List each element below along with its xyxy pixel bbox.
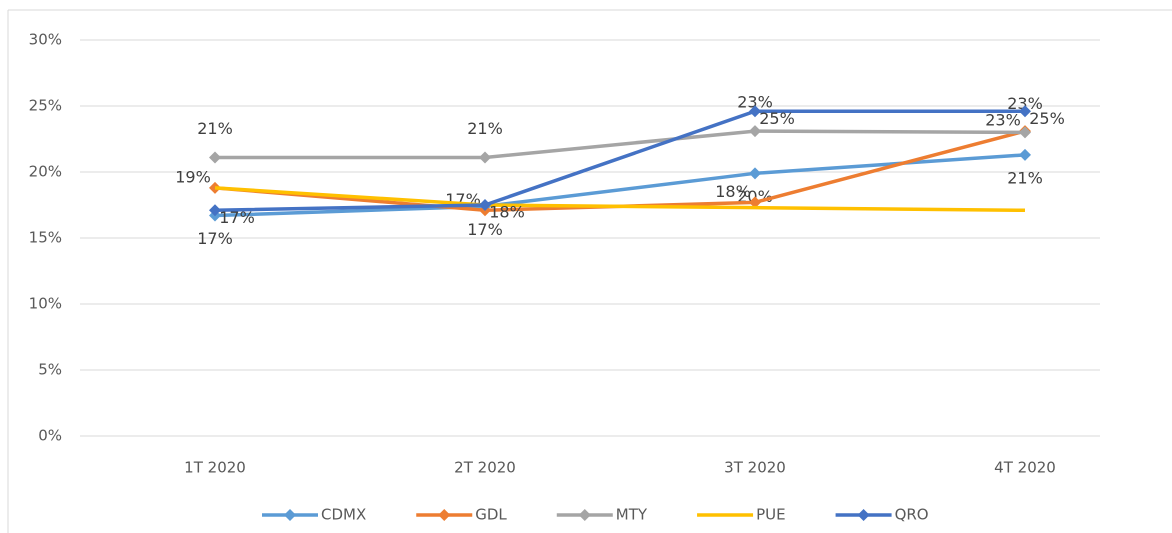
legend-marker bbox=[438, 509, 451, 521]
data-label: 25% bbox=[1029, 109, 1065, 128]
y-tick-label: 15% bbox=[29, 229, 62, 247]
point-marker bbox=[1019, 126, 1031, 139]
legend-label: QRO bbox=[895, 506, 929, 524]
x-tick-label: 2T 2020 bbox=[454, 459, 516, 477]
legend-marker bbox=[857, 509, 870, 521]
data-label: 18% bbox=[489, 203, 525, 222]
data-label: 17% bbox=[197, 229, 233, 248]
legend-marker bbox=[284, 509, 296, 521]
point-marker bbox=[209, 204, 221, 217]
series-line bbox=[214, 109, 1025, 213]
data-label: 21% bbox=[1007, 168, 1043, 187]
y-tick-label: 10% bbox=[29, 295, 62, 313]
legend-label: CDMX bbox=[321, 506, 366, 524]
point-marker bbox=[209, 151, 221, 164]
data-label: 19% bbox=[175, 167, 211, 186]
legend-marker bbox=[578, 509, 591, 521]
y-tick-label: 5% bbox=[38, 361, 62, 379]
data-label: 17% bbox=[467, 220, 503, 239]
legend-label: MTY bbox=[616, 506, 648, 524]
data-label: 23% bbox=[985, 111, 1021, 130]
data-label: 23% bbox=[1007, 94, 1043, 113]
point-marker bbox=[1019, 105, 1031, 118]
series-line bbox=[214, 186, 1026, 213]
data-label: 18% bbox=[715, 182, 751, 201]
data-label: 21% bbox=[467, 119, 503, 138]
x-tick-label: 1T 2020 bbox=[184, 459, 246, 477]
legend-label: GDL bbox=[475, 506, 507, 524]
point-marker bbox=[749, 105, 761, 118]
y-tick-label: 20% bbox=[29, 163, 62, 181]
point-marker bbox=[749, 125, 761, 138]
series-line bbox=[215, 129, 1026, 160]
data-label: 21% bbox=[197, 119, 233, 138]
x-tick-label: 3T 2020 bbox=[724, 459, 786, 477]
data-label: 17% bbox=[219, 208, 255, 227]
data-label: 25% bbox=[759, 109, 795, 128]
point-marker bbox=[479, 151, 491, 164]
y-tick-label: 30% bbox=[29, 31, 62, 49]
point-marker bbox=[1019, 148, 1031, 161]
x-tick-label: 4T 2020 bbox=[994, 459, 1056, 477]
point-marker bbox=[749, 196, 761, 209]
series-line bbox=[214, 153, 1026, 218]
y-tick-label: 0% bbox=[38, 427, 62, 445]
y-tick-label: 25% bbox=[29, 97, 62, 115]
point-marker bbox=[479, 199, 491, 211]
data-label: 23% bbox=[737, 93, 773, 112]
point-marker bbox=[749, 167, 761, 180]
legend-label: PUE bbox=[756, 506, 786, 524]
